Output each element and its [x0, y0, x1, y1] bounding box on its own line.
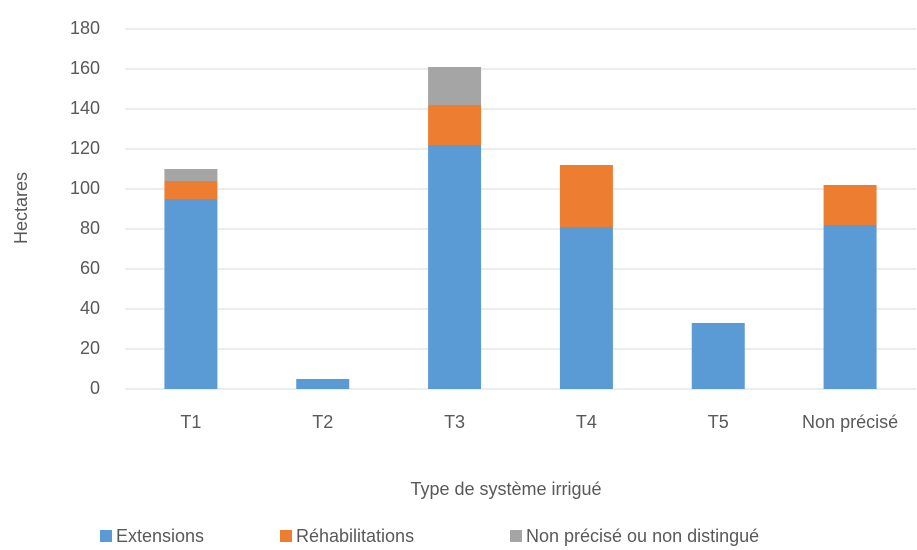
x-tick-label: T2 [312, 412, 333, 432]
x-axis-title: Type de système irrigué [410, 479, 601, 499]
legend-label: Non précisé ou non distingué [526, 526, 759, 546]
legend-label: Réhabilitations [296, 526, 414, 546]
y-tick-label: 180 [70, 18, 100, 38]
y-tick-label: 60 [80, 258, 100, 278]
legend-swatch [510, 530, 522, 542]
bar-segment [823, 185, 877, 225]
y-tick-label: 80 [80, 218, 100, 238]
x-tick-label: T4 [576, 412, 597, 432]
y-tick-label: 20 [80, 338, 100, 358]
y-tick-label: 140 [70, 98, 100, 118]
bar-segment [428, 145, 482, 389]
bar-segment [428, 67, 482, 105]
y-tick-label: 100 [70, 178, 100, 198]
x-tick-label: T1 [180, 412, 201, 432]
bar-segment [559, 165, 613, 227]
legend-swatch [100, 530, 112, 542]
bar-segment [691, 323, 745, 389]
bar-segment [559, 227, 613, 389]
x-tick-label: T3 [444, 412, 465, 432]
bar-segment [296, 379, 350, 389]
y-tick-label: 0 [90, 378, 100, 398]
bar-segment [428, 105, 482, 145]
y-tick-label: 160 [70, 58, 100, 78]
x-tick-label: T5 [708, 412, 729, 432]
y-tick-label: 40 [80, 298, 100, 318]
x-tick-label: Non précisé [802, 412, 898, 432]
bar-segment [164, 199, 218, 389]
bar-segment [823, 225, 877, 389]
y-axis-title: Hectares [11, 172, 31, 244]
legend-label: Extensions [116, 526, 204, 546]
bar-segment [164, 181, 218, 199]
legend-swatch [280, 530, 292, 542]
y-tick-label: 120 [70, 138, 100, 158]
bar-segment [164, 169, 218, 181]
